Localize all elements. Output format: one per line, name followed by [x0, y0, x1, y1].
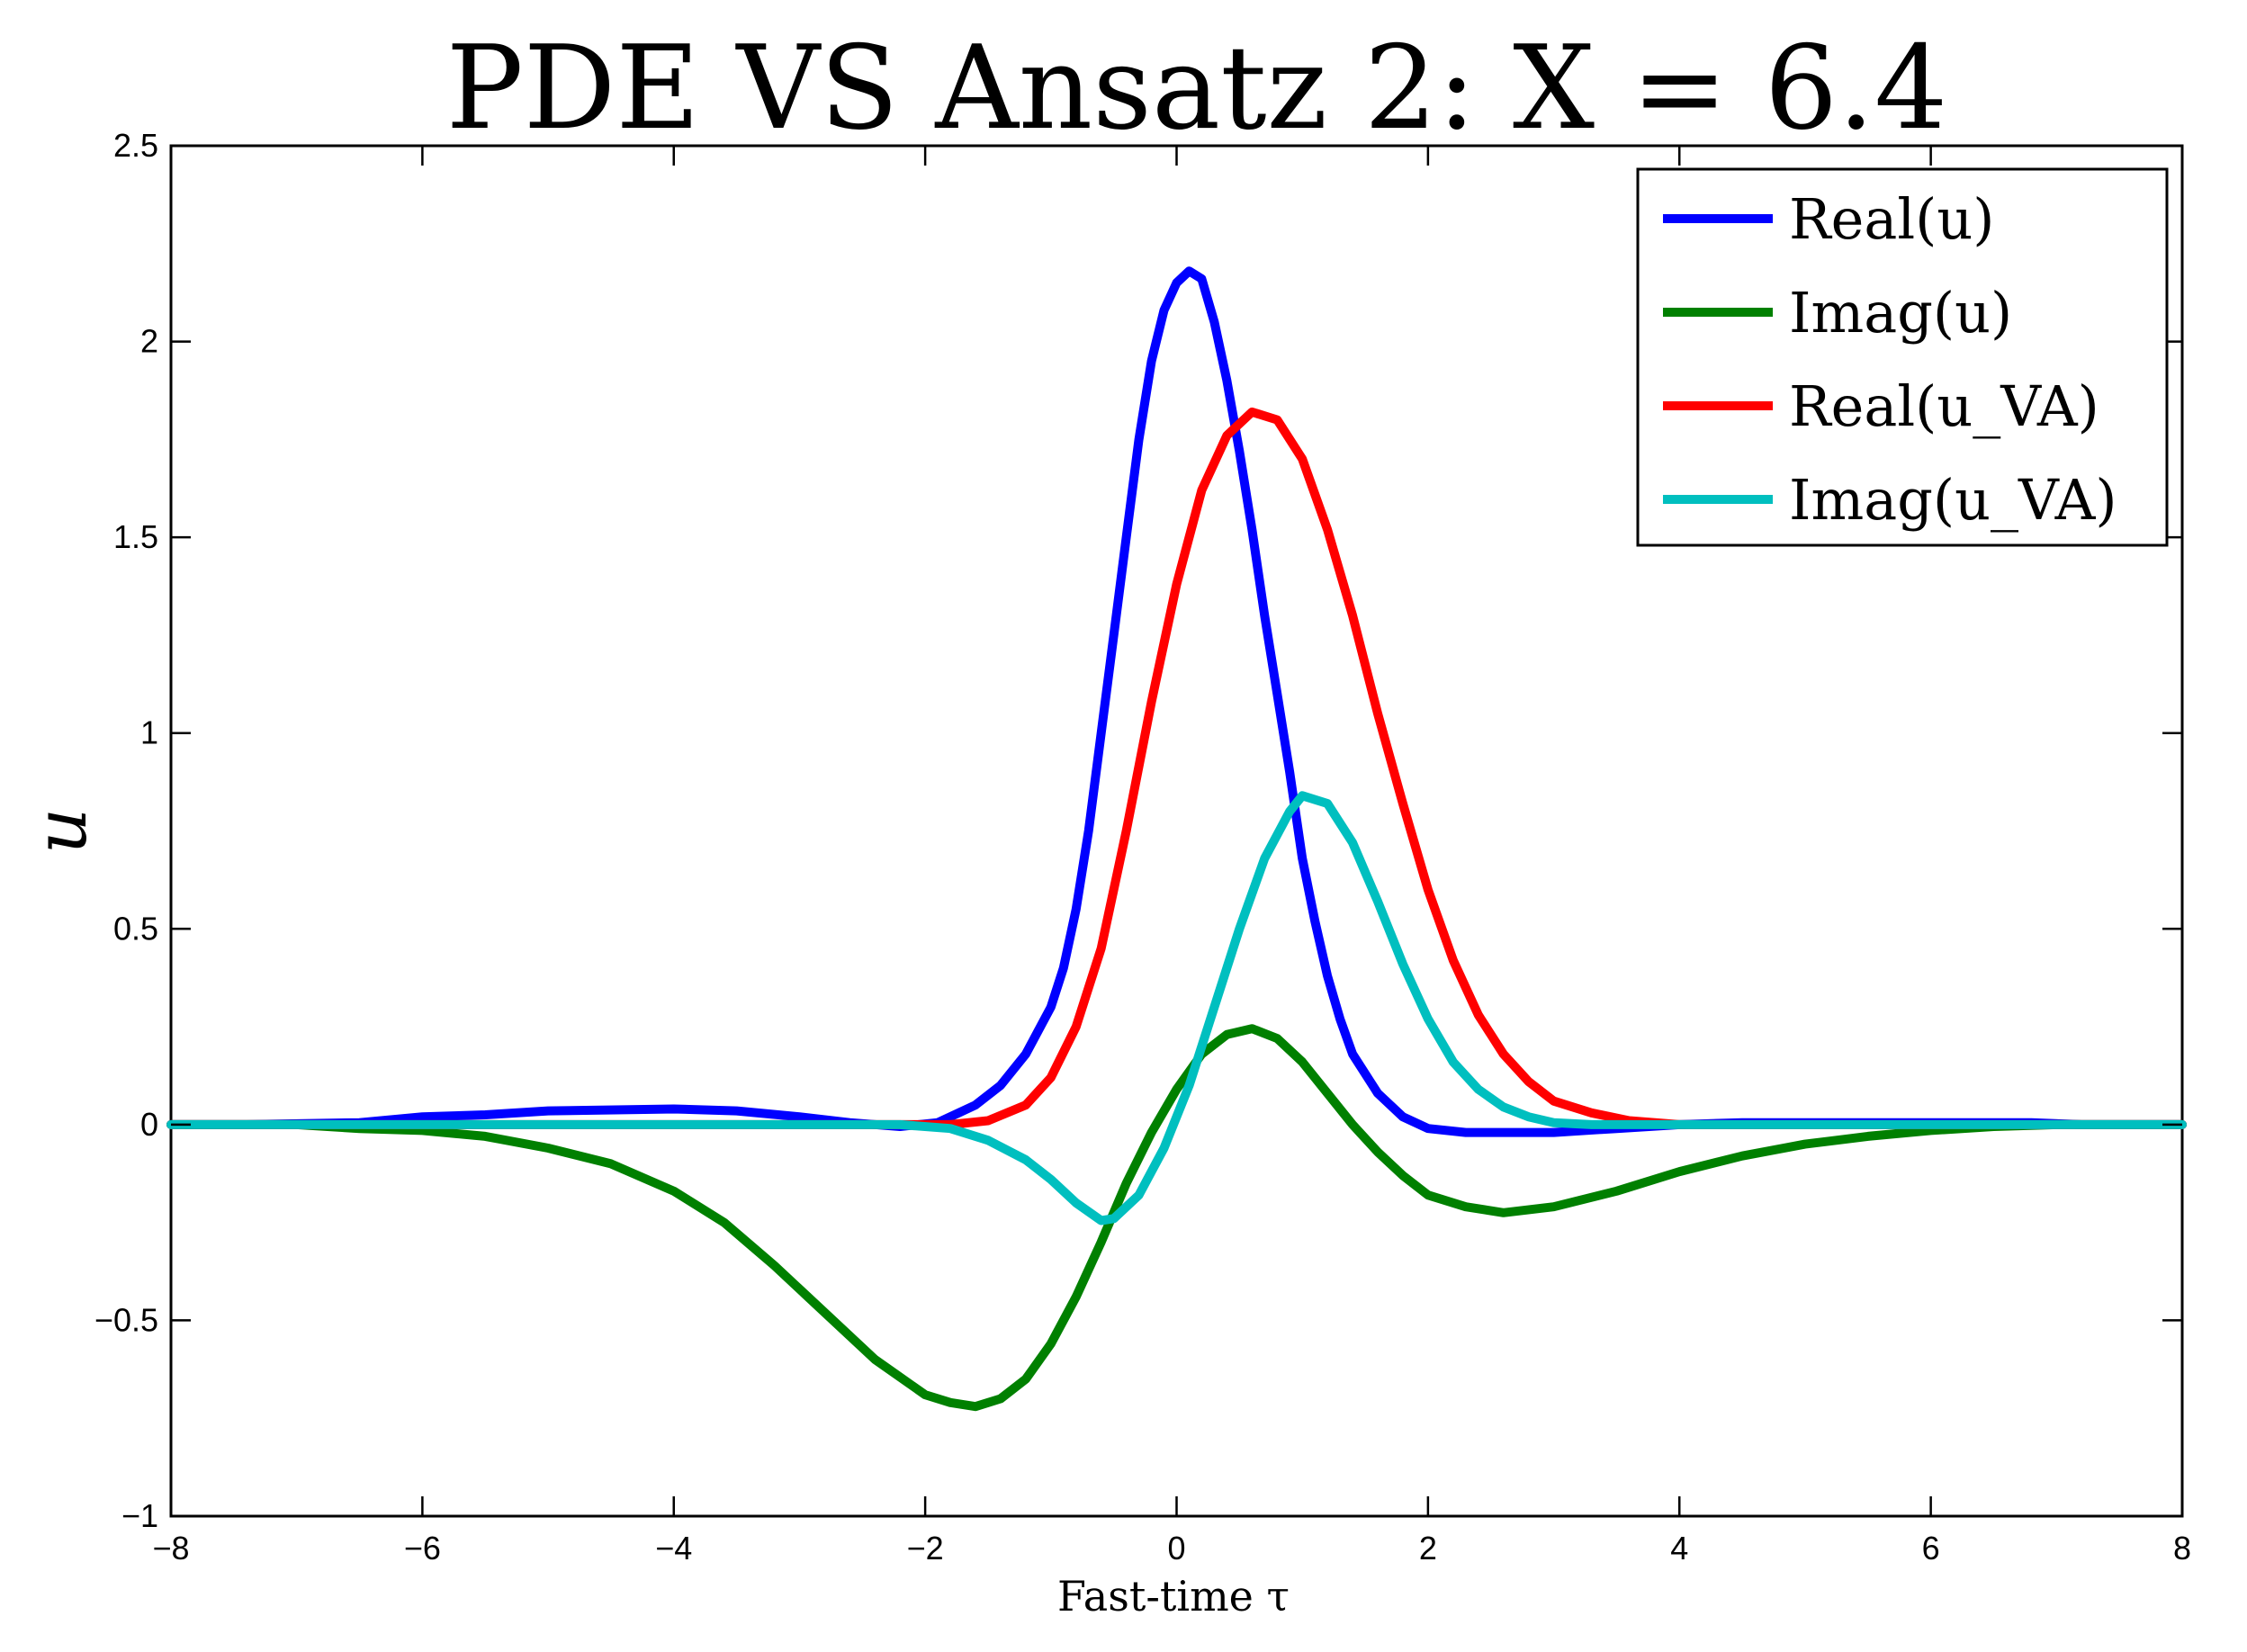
x-tick-label: 6	[1922, 1530, 1940, 1567]
y-tick-label: 2	[140, 323, 158, 360]
x-tick-label: 2	[1419, 1530, 1437, 1567]
legend-label-4: Imag(u_VA)	[1789, 467, 2117, 533]
y-tick-label: 2.5	[113, 127, 158, 164]
series-line-3	[166, 407, 2187, 1129]
legend-label-2: Imag(u)	[1789, 280, 2012, 346]
y-tick-label: 1	[140, 714, 158, 751]
ticks-layer: −8 −6 −4 −2 0 2 4 6 8 −1 −0.5 0 0.5 1 1.5 2 2.5	[94, 127, 2191, 1567]
x-tick-label: 0	[1167, 1530, 1185, 1567]
y-tick-label: 1.5	[113, 518, 158, 555]
series-line-4	[166, 791, 2187, 1226]
y-tick-label: 0.5	[113, 910, 158, 947]
x-tick-label: −8	[152, 1530, 189, 1567]
y-axis-label: u	[19, 808, 103, 855]
plot-area: −8 −6 −4 −2 0 2 4 6 8 −1 −0.5 0 0.5 1 1.5 2 2.5	[94, 127, 2191, 1567]
series-line-2	[166, 1024, 2187, 1412]
x-tick-label: 4	[1670, 1530, 1688, 1567]
legend-label-1: Real(u)	[1789, 186, 1994, 252]
legend-box	[1636, 167, 2169, 547]
x-tick-label: 8	[2173, 1530, 2191, 1567]
legend: Real(u) Imag(u) Real(u_VA) Imag(u_VA)	[1636, 167, 2169, 547]
x-tick-label: −4	[655, 1530, 692, 1567]
x-tick-label: −6	[404, 1530, 441, 1567]
series-layer	[166, 266, 2187, 1412]
legend-label-3: Real(u_VA)	[1789, 373, 2099, 439]
y-tick-label: −0.5	[94, 1301, 158, 1338]
x-axis-label: Fast-time τ	[1057, 1572, 1290, 1621]
y-tick-label: −1	[121, 1497, 158, 1534]
x-tick-label: −2	[907, 1530, 944, 1567]
y-tick-label: 0	[140, 1106, 158, 1143]
chart-title: PDE VS Ansatz 2: X = 6.4	[446, 22, 1948, 156]
